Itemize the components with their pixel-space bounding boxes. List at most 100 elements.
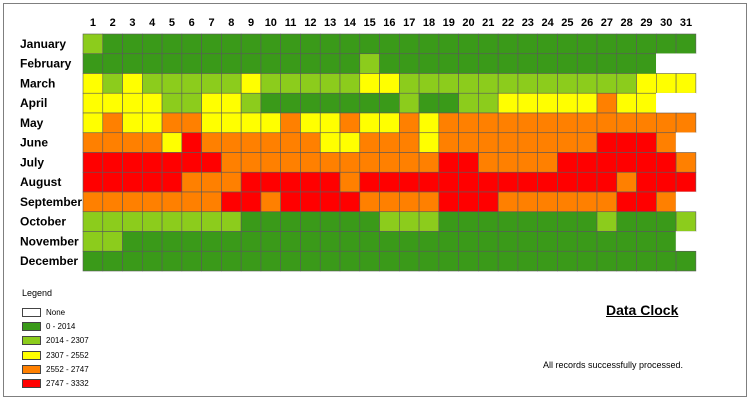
heatmap-cell	[201, 250, 222, 272]
heatmap-cell	[418, 112, 440, 134]
day-label: 3	[129, 17, 135, 29]
month-label: October	[20, 215, 66, 229]
day-label: 19	[443, 17, 455, 29]
heatmap-cell	[616, 191, 637, 213]
heatmap-cell	[201, 171, 222, 193]
heatmap-cell	[497, 112, 519, 134]
heatmap-cell	[300, 132, 321, 153]
heatmap-cell	[497, 231, 519, 252]
heatmap-cell	[221, 92, 242, 114]
heatmap-cell	[596, 191, 618, 213]
heatmap-cell	[418, 250, 440, 272]
heatmap-cell	[240, 53, 262, 74]
day-label: 22	[502, 17, 514, 29]
day-label: 7	[208, 17, 214, 29]
heatmap-cell	[399, 211, 420, 232]
day-label: 13	[324, 17, 336, 29]
heatmap-cell	[636, 171, 657, 193]
heatmap-cell	[181, 211, 202, 232]
heatmap-cell	[379, 211, 400, 232]
heatmap-cell	[497, 33, 519, 55]
day-label: 10	[265, 17, 277, 29]
heatmap-cell	[201, 231, 222, 252]
legend-item: 2014 - 2307	[22, 334, 142, 348]
heatmap-cell	[537, 211, 558, 232]
legend-label: 2307 - 2552	[46, 350, 89, 360]
day-label: 23	[522, 17, 534, 29]
heatmap-cell	[201, 112, 222, 134]
heatmap-cell	[576, 92, 598, 114]
heatmap-cell	[379, 191, 400, 213]
heatmap-cell	[675, 33, 697, 55]
heatmap-cell	[478, 191, 499, 213]
month-label: March	[20, 76, 55, 90]
heatmap-cell	[418, 73, 440, 94]
heatmap-cell	[221, 152, 242, 173]
heatmap-cell	[359, 250, 380, 272]
heatmap-cell	[122, 132, 143, 153]
heatmap-cell	[221, 53, 242, 74]
day-label: 17	[403, 17, 415, 29]
heatmap-cell	[181, 231, 202, 252]
heatmap-cell	[517, 73, 539, 94]
heatmap-cell	[339, 92, 361, 114]
heatmap-cell	[319, 231, 341, 252]
heatmap-cell	[379, 152, 400, 173]
heatmap-cell	[636, 191, 657, 213]
heatmap-cell	[537, 171, 558, 193]
heatmap-cell	[537, 152, 558, 173]
heatmap-cell	[418, 132, 440, 153]
heatmap-cell	[161, 152, 183, 173]
month-label: August	[20, 175, 61, 189]
day-label: 27	[601, 17, 613, 29]
heatmap-cell	[280, 132, 301, 153]
day-label: 26	[581, 17, 593, 29]
heatmap-cell	[260, 250, 281, 272]
heatmap-cell	[142, 231, 163, 252]
heatmap-cell	[359, 191, 380, 213]
heatmap-cell	[458, 171, 479, 193]
month-label: September	[20, 195, 82, 209]
heatmap-cell	[497, 92, 519, 114]
heatmap-cell	[142, 132, 163, 153]
heatmap-cell	[675, 132, 697, 153]
heatmap-cell	[359, 33, 380, 55]
heatmap-cell	[280, 231, 301, 252]
day-label: 29	[640, 17, 652, 29]
heatmap-cell	[656, 132, 677, 153]
heatmap-cell	[418, 191, 440, 213]
heatmap-cell	[478, 250, 499, 272]
heatmap-cell	[418, 231, 440, 252]
heatmap-cell	[576, 191, 598, 213]
heatmap-cell	[181, 53, 202, 74]
legend-item: None	[22, 305, 142, 319]
heatmap-cell	[181, 250, 202, 272]
heatmap-cell	[240, 211, 262, 232]
heatmap-cell	[616, 53, 637, 74]
heatmap-cell	[122, 231, 143, 252]
heatmap-cell	[181, 112, 202, 134]
heatmap-cell	[418, 171, 440, 193]
heatmap-cell	[319, 250, 341, 272]
heatmap-cell	[260, 211, 281, 232]
heatmap-cell	[300, 211, 321, 232]
legend: None 0 - 2014 2014 - 2307 2307 - 2552 2552 -…	[22, 305, 142, 391]
heatmap-cell	[458, 33, 479, 55]
heatmap-cell	[319, 211, 341, 232]
heatmap-cell	[636, 92, 657, 114]
heatmap-cell	[260, 152, 281, 173]
heatmap-cell	[478, 132, 499, 153]
month-label: April	[20, 96, 47, 110]
heatmap-cell	[82, 211, 104, 232]
heatmap-cell	[300, 231, 321, 252]
legend-item: 2307 - 2552	[22, 348, 142, 362]
heatmap-cell	[319, 171, 341, 193]
month-label: May	[20, 116, 44, 130]
heatmap-cell	[616, 92, 637, 114]
heatmap-cell	[142, 53, 163, 74]
heatmap-cell	[616, 73, 637, 94]
heatmap-cell	[636, 231, 657, 252]
heatmap-cell	[339, 250, 361, 272]
month-label: July	[20, 155, 44, 169]
